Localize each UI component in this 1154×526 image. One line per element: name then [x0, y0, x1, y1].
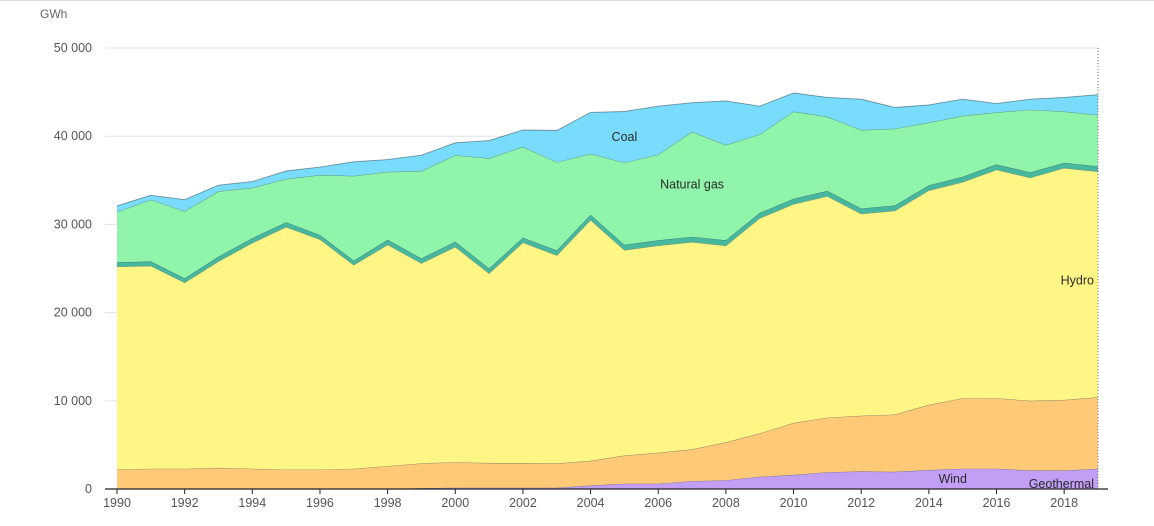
x-tick-label-2012: 2012 — [847, 496, 875, 510]
y-tick-label-40000: 40 000 — [54, 129, 92, 143]
y-tick-label-20000: 20 000 — [54, 306, 92, 320]
series-label-hydro: Hydro — [1061, 273, 1094, 287]
y-tick-label-50000: 50 000 — [54, 41, 92, 55]
y-tick-label-30000: 30 000 — [54, 217, 92, 231]
area-series-group — [116, 92, 1099, 490]
x-tick-label-2002: 2002 — [509, 496, 537, 510]
x-tick-label-1994: 1994 — [238, 496, 266, 510]
x-tick-label-2006: 2006 — [644, 496, 672, 510]
x-tick-label-1992: 1992 — [171, 496, 199, 510]
y-axis-unit-label: GWh — [40, 7, 67, 21]
x-tick-label-1996: 1996 — [306, 496, 334, 510]
area-coal — [117, 93, 1098, 213]
x-tick-label-2016: 2016 — [983, 496, 1011, 510]
area-natural-gas — [117, 109, 1098, 279]
x-tick-label-2014: 2014 — [915, 496, 943, 510]
series-label-wind: Wind — [938, 472, 967, 486]
area-geothermal — [117, 397, 1098, 489]
x-tick-label-2008: 2008 — [712, 496, 740, 510]
y-tick-label-0: 0 — [85, 482, 92, 496]
x-tick-label-2010: 2010 — [780, 496, 808, 510]
area-edge-coal — [116, 92, 1099, 207]
series-label-geothermal: Geothermal — [1029, 477, 1094, 491]
x-tick-label-2018: 2018 — [1050, 496, 1078, 510]
series-label-natural-gas: Natural gas — [660, 177, 724, 191]
area-hydro — [117, 168, 1098, 470]
x-tick-label-2000: 2000 — [441, 496, 469, 510]
area-wind — [117, 468, 1098, 489]
series-label-coal: Coal — [612, 130, 638, 144]
axes: 0 10 000 20 000 30 000 40 000 50 000 1990 1992 1… — [54, 41, 1108, 510]
x-tick-label-2004: 2004 — [577, 496, 605, 510]
x-tick-label-1990: 1990 — [103, 496, 131, 510]
x-tick-label-1998: 1998 — [374, 496, 402, 510]
series-labels: Wind Geothermal Hydro Natural gas Coal — [612, 130, 1094, 491]
y-tick-label-10000: 10 000 — [54, 394, 92, 408]
